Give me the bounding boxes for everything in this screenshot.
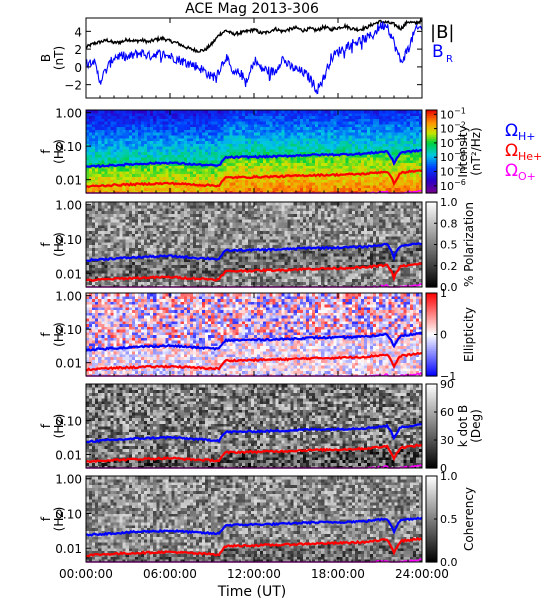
panels-group: 420−2B(nT)|B|B R1.000.100.01f(Hz)10−110−2…: [39, 18, 542, 569]
spectrogram-y-axis-title: f(Hz): [39, 139, 66, 164]
gyro-legend-subscript: H+: [518, 130, 536, 143]
legend-b-r-subscript: R: [446, 54, 453, 65]
spectrogram-panel-2: 1.000.100.01f(Hz)1.00.80.50.20.0% Polari…: [39, 196, 476, 294]
y-tick-label: −2: [64, 79, 82, 93]
y-tick-label: 4: [74, 25, 82, 39]
gyro-legend-o: ΩO+: [505, 161, 536, 183]
figure-title: ACE Mag 2013-306: [185, 1, 319, 17]
colorbar-title: Intensity(nT²/Hz): [456, 125, 483, 177]
colorbar-tick-label: 10−1: [440, 106, 466, 121]
field-panel: 420−2B(nT)|B|B R: [39, 18, 454, 98]
y-title-line: f: [39, 149, 53, 154]
colorbar-tick-exponent: −6: [454, 178, 466, 187]
colorbar-tick-label: 10−6: [440, 178, 466, 193]
y-tick-label: 1.00: [55, 107, 82, 121]
y-title-line: (nT): [52, 46, 66, 70]
gyro-legend-subscript: He+: [518, 150, 542, 163]
gyro-legend-subscript: O+: [518, 170, 536, 183]
spectrogram-cells: [86, 202, 423, 288]
legend-b-magnitude: |B|: [430, 22, 454, 43]
field-y-axis-title: B(nT): [39, 46, 66, 70]
gyro-legend-he: ΩHe+: [505, 141, 542, 163]
colorbar-tick-exponent: −1: [454, 106, 466, 115]
legend-b-r: B: [432, 42, 444, 62]
y-tick-label: 0: [74, 61, 82, 75]
y-tick-label: 0.01: [55, 174, 82, 188]
y-tick-label: 2: [74, 43, 82, 57]
colorbar: 10−110−210−310−410−510−6Intensity(nT²/Hz…: [426, 106, 483, 193]
gyro-legend-h: ΩH+: [505, 121, 536, 143]
colorbar-title-line: (nT²/Hz): [469, 127, 483, 175]
colorbar-title-line: Intensity: [456, 125, 470, 177]
y-title-line: B: [39, 54, 53, 62]
y-title-line: (Hz): [52, 139, 66, 164]
spectrogram-panel-1: 1.000.100.01f(Hz)10−110−210−310−410−510−…: [39, 106, 542, 193]
